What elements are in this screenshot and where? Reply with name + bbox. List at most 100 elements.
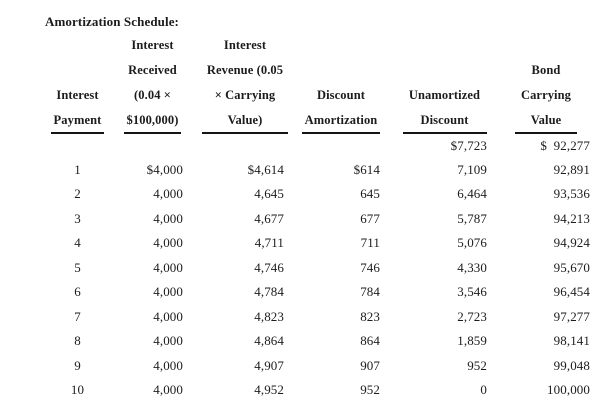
cell-unamortized-discount: 6,464 <box>457 186 487 202</box>
header-line: Payment <box>45 108 110 134</box>
table-header: Interest Payment Interest Received (0.04… <box>45 33 590 134</box>
cell-bond-carrying-value: 94,924 <box>553 235 590 251</box>
cell-discount-amortization: 823 <box>360 308 380 324</box>
cell-bond-carrying-value: 97,277 <box>553 308 590 324</box>
cell-interest-payment: 10 <box>70 382 85 398</box>
page-title: Amortization Schedule: <box>45 14 179 29</box>
header-line: Interest <box>56 88 99 102</box>
table-row: $7,723 $ 92,277 <box>45 133 590 158</box>
header-line: Interest <box>223 38 267 52</box>
cell-discount-amortization: 784 <box>360 284 380 300</box>
header-row: Interest Payment Interest Received (0.04… <box>45 33 590 134</box>
cell-unamortized-discount: 3,546 <box>457 284 487 300</box>
cell-interest-payment: 6 <box>74 284 81 300</box>
cell-bond-carrying-value: 94,213 <box>553 210 590 226</box>
header-line <box>295 33 387 58</box>
cell-interest-payment: 4 <box>74 235 81 251</box>
cell-interest-payment: 1 <box>74 161 81 177</box>
cell-interest-received: 4,000 <box>153 308 183 324</box>
table-row: 9 4,000 4,907 907 952 99,048 <box>45 354 590 379</box>
cell-discount-amortization <box>295 133 387 158</box>
cell-unamortized-discount: 4,330 <box>457 259 487 275</box>
cell-discount-amortization: 711 <box>360 235 380 251</box>
header-line: Revenue (0.05 <box>206 63 284 77</box>
cell-interest-received: $4,000 <box>146 161 183 177</box>
cell-discount-amortization: 907 <box>360 357 380 373</box>
cell-unamortized-discount: 952 <box>467 357 487 373</box>
cell-interest-revenue: 4,823 <box>254 308 284 324</box>
cell-interest-received: 4,000 <box>153 382 183 398</box>
cell-interest-revenue: 4,907 <box>254 357 284 373</box>
col-header-unamortized-discount: Unamortized Discount <box>387 33 502 134</box>
cell-interest-revenue: 4,784 <box>254 284 284 300</box>
header-line: Received <box>128 63 177 77</box>
table-row: 4 4,000 4,711 711 5,076 94,924 <box>45 231 590 256</box>
cell-interest-revenue: 4,711 <box>254 235 284 251</box>
table-row: 8 4,000 4,864 864 1,859 98,141 <box>45 329 590 354</box>
cell-bond-carrying-value: 96,454 <box>553 284 590 300</box>
cell-unamortized-discount: 0 <box>480 382 487 398</box>
cell-unamortized-discount: 5,076 <box>457 235 487 251</box>
header-line <box>387 33 502 58</box>
cell-interest-received: 4,000 <box>153 284 183 300</box>
table-row: 2 4,000 4,645 645 6,464 93,536 <box>45 182 590 207</box>
table-body: $7,723 $ 92,277 1 $4,000 $4,614 $614 7,109 92,8… <box>45 133 590 403</box>
header-line: Value) <box>195 108 295 134</box>
cell-interest-received: 4,000 <box>153 186 183 202</box>
header-line <box>45 33 110 58</box>
cell-interest-revenue: 4,746 <box>254 259 284 275</box>
cell-interest-revenue: 4,952 <box>254 382 284 398</box>
header-line: × Carrying <box>214 88 276 102</box>
cell-discount-amortization: 645 <box>360 186 380 202</box>
cell-discount-amortization: 677 <box>360 210 380 226</box>
cell-bond-carrying-value: 100,000 <box>547 382 590 398</box>
header-underline: Payment <box>50 109 105 134</box>
header-underline: Value <box>515 109 577 134</box>
cell-interest-payment: 7 <box>74 308 81 324</box>
header-underline: Amortization <box>301 109 381 134</box>
cell-interest-payment <box>45 133 110 158</box>
header-line: Unamortized <box>408 88 481 102</box>
col-header-interest-revenue: Interest Revenue (0.05 × Carrying Value) <box>195 33 295 134</box>
cell-interest-payment: 2 <box>74 186 81 202</box>
table-row: 10 4,000 4,952 952 0 100,000 <box>45 378 590 403</box>
cell-unamortized-discount: 1,859 <box>457 333 487 349</box>
cell-interest-payment: 5 <box>74 259 81 275</box>
cell-interest-payment: 8 <box>74 333 81 349</box>
cell-interest-revenue: $4,614 <box>247 161 284 177</box>
cell-interest-revenue <box>195 133 295 158</box>
col-header-discount-amortization: Discount Amortization <box>295 33 387 134</box>
header-line: Discount <box>316 88 366 102</box>
cell-unamortized-discount: 2,723 <box>457 308 487 324</box>
header-line: $100,000) <box>110 108 195 134</box>
col-header-bond-carrying-value: Bond Carrying Value <box>502 33 590 134</box>
cell-interest-revenue: 4,677 <box>254 210 284 226</box>
cell-discount-amortization: 864 <box>360 333 380 349</box>
cell-bond-carrying-value: $ 92,277 <box>540 138 590 154</box>
cell-discount-amortization: 952 <box>360 382 380 398</box>
header-line <box>502 33 590 58</box>
table-row: 7 4,000 4,823 823 2,723 97,277 <box>45 305 590 330</box>
cell-bond-carrying-value: 92,891 <box>553 161 590 177</box>
cell-interest-received: 4,000 <box>153 235 183 251</box>
cell-discount-amortization: 746 <box>360 259 380 275</box>
cell-unamortized-discount: 7,109 <box>457 161 487 177</box>
header-line: Value <box>502 108 590 134</box>
table-row: 1 $4,000 $4,614 $614 7,109 92,891 <box>45 158 590 183</box>
header-underline: $100,000) <box>123 109 182 134</box>
cell-unamortized-discount: $7,723 <box>450 138 487 154</box>
header-underline: Discount <box>402 109 487 134</box>
header-underline: Value) <box>202 109 288 134</box>
cell-bond-carrying-value: 95,670 <box>553 259 590 275</box>
col-header-interest-received: Interest Received (0.04 × $100,000) <box>110 33 195 134</box>
cell-unamortized-discount: 5,787 <box>457 210 487 226</box>
cell-interest-received: 4,000 <box>153 259 183 275</box>
header-line <box>387 58 502 83</box>
header-line: Interest <box>131 38 174 52</box>
header-line: Carrying <box>520 88 572 102</box>
cell-interest-payment: 9 <box>74 357 81 373</box>
table-row: 3 4,000 4,677 677 5,787 94,213 <box>45 207 590 232</box>
table-row: 6 4,000 4,784 784 3,546 96,454 <box>45 280 590 305</box>
cell-interest-received: 4,000 <box>153 357 183 373</box>
